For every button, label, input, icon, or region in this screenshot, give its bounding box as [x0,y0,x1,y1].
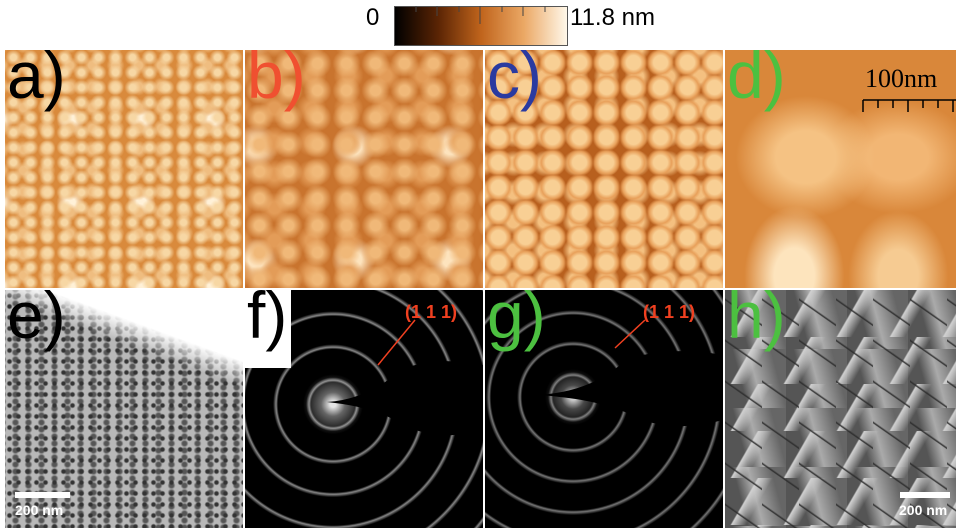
scale-bar [725,50,956,140]
panel-d: d) 100nm [725,50,956,288]
figure: 0 11.8 nm a) b) c) d) 100nm e) 200 nm f)… [0,0,956,528]
panel-label: a) [7,50,66,108]
colorbar-ticks [0,0,956,50]
panel-c: c) [485,50,723,288]
panel-b: b) [245,50,483,288]
panel-g: g) (1 1 1) [485,290,723,528]
colorbar-max: 11.8 nm [570,4,655,32]
scale-bar [15,492,70,498]
miller-index: (1 1 1) [643,302,695,323]
panel-label: c) [487,50,542,108]
beam-stop [245,290,483,528]
scale-bar [900,492,950,498]
panel-e: e) 200 nm [5,290,243,528]
beam-stop [485,290,723,528]
panel-label: h) [727,290,786,348]
panel-label: e) [7,290,66,348]
scale-bar-label: 200 nm [899,502,947,518]
scale-bar-label: 200 nm [15,502,63,518]
panel-a: a) [5,50,243,288]
panel-f: f) (1 1 1) [245,290,483,528]
panel-label: b) [247,50,306,108]
panel-h: h) 200 nm [725,290,956,528]
miller-index: (1 1 1) [405,302,457,323]
